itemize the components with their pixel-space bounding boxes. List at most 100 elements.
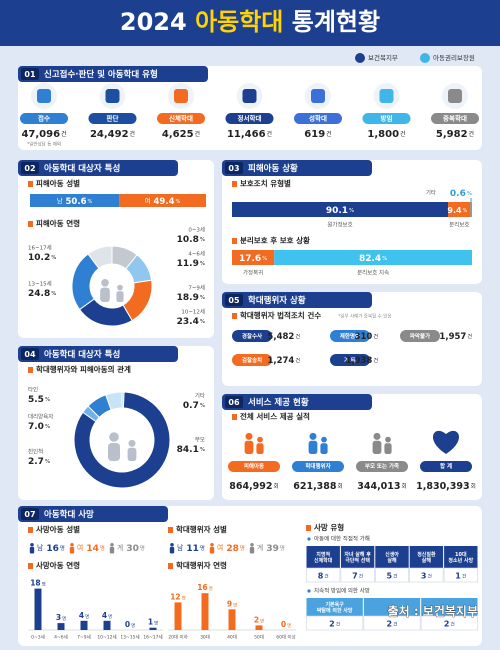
note: *일부 사례가 중복될 수 있음 [338,313,392,320]
bullet [28,367,33,373]
person-icon [109,432,119,442]
donut-segment [73,391,171,489]
label-pill [232,330,272,342]
subheading: 학대행위자 법적조치 건수 [240,310,321,320]
value-number: 82.4 [359,254,381,264]
unit: 명 [62,615,66,622]
label-pill [400,330,440,342]
subheading: 사망아동 연령 [36,560,80,570]
person-icon [100,287,110,302]
unit: 건 [267,130,273,138]
value: 남 11명 [177,543,205,554]
unit: % [88,199,93,205]
segment-label: 분리보호 [449,221,469,229]
section-number: 05 [228,296,240,305]
value-number: 9.4 [447,206,462,215]
value: 4명 [102,611,112,620]
bar [80,620,88,630]
bullet [232,414,237,420]
value: 24.8% [28,289,56,299]
bullet-dot [307,537,311,541]
person-icon [209,546,215,554]
value-number: 3 [421,571,427,580]
bullet [28,563,33,569]
value: 10.8% [177,235,205,245]
bar [228,609,236,630]
header-cell [340,546,375,568]
section-title: 아동학대 대상자 특성 [44,163,120,174]
value-number: 9 [227,599,232,608]
subheading: 학대행위자 연령 [176,560,227,570]
unit: 건 [324,572,328,579]
table-title: 아동에 대한 직접적 가해 [314,535,370,543]
value-cell [306,615,364,631]
value: 864,992회 [229,481,279,492]
value-number: 49.4 [154,197,175,207]
value: 3건 [421,571,432,580]
unit: 건 [400,130,406,138]
section-title: 신고접수·판단 및 아동학대 유형 [44,69,158,80]
value-number: 5,482 [267,332,294,342]
x-tick-label: 30대 [200,634,210,641]
bar [34,588,42,630]
value-number: 39 [266,544,279,554]
label-pill [330,330,370,342]
section-header [222,394,372,410]
unit: % [349,208,354,214]
unit: 명 [287,622,291,629]
table-title: 지속적 방임에 의한 사망 [314,587,370,595]
section-header [222,292,372,308]
bullet [306,525,311,531]
unit: 명 [233,601,237,608]
value-number: 2 [329,619,335,628]
section-number: 07 [24,510,35,519]
subheading: 보호조치 유형별 [240,178,291,188]
title-year: 2024 [120,8,187,36]
value-number: 5 [387,571,393,580]
item-label: 제한명령 [340,332,360,340]
unit: 건 [393,620,397,627]
donut-segment [87,245,113,270]
unit: 회 [274,482,279,490]
logo-mark [420,53,430,63]
item-label: 피해아동 [244,462,264,470]
unit: 명 [154,619,158,626]
value: 0명 [281,620,291,629]
value-number: 90.1 [326,206,348,216]
item-label: 부모 또는 가족 [365,462,399,470]
value: 4명 [79,611,89,620]
value-number: 84.1 [177,445,199,455]
header-line: 살해 [387,557,397,564]
section-title: 아동학대 대상자 특성 [44,349,120,360]
label-pill [157,113,205,124]
person-icon [127,447,137,461]
subheading: 전체 서비스 제공 실적 [240,411,310,421]
unit: % [200,295,205,301]
value: 남 50.6% [57,196,93,207]
unit: % [200,319,205,325]
value: 7건 [352,571,363,580]
value: 남 16명 [37,543,65,554]
section-header [18,66,208,82]
bullet [232,313,237,319]
value-label: 남 [37,543,43,552]
value-number: 621,388 [293,481,337,492]
bullet [232,181,237,187]
label-pill [356,461,408,472]
x-tick-label: 4~6세 [54,634,68,641]
label-pill [420,461,472,472]
bullet [28,527,33,533]
value: 310건 [355,332,379,342]
value-number: 18.9 [177,293,199,303]
unit: 건 [359,572,363,579]
unit: % [45,459,50,465]
value: 2명 [254,615,264,624]
value-number: 10.8 [177,235,199,245]
segment-label: 16~17세 [28,244,52,252]
header-line: 정신질환 [417,550,436,557]
value: 11,466건 [227,129,272,140]
unit: % [382,256,387,262]
value: 1명 [148,618,158,627]
icon [174,89,188,103]
